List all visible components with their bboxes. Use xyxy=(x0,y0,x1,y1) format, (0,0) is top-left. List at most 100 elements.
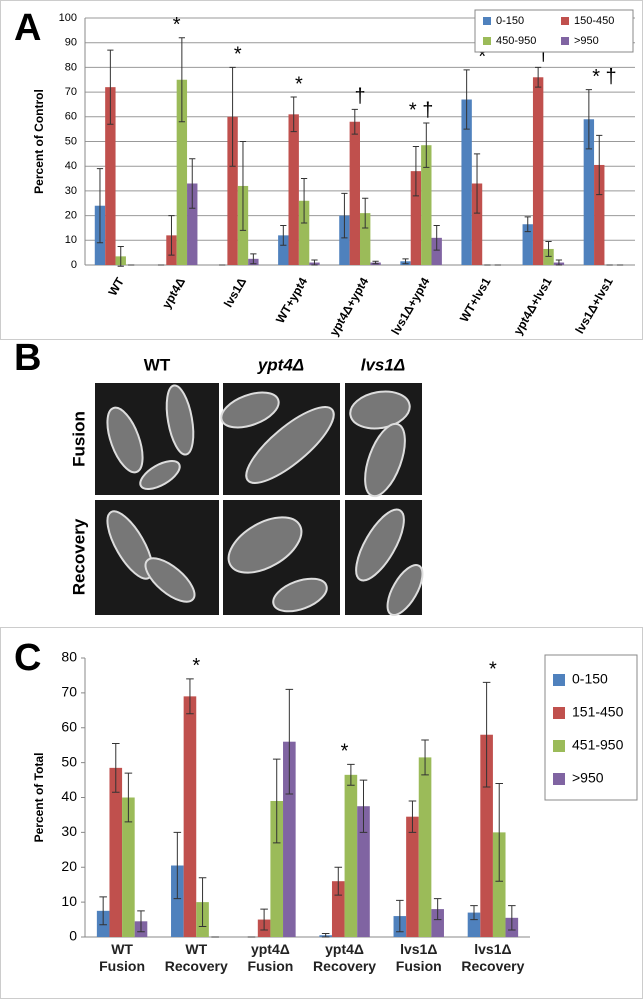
annotation: † xyxy=(538,44,549,66)
annotation: * xyxy=(234,44,242,66)
bar xyxy=(410,171,422,265)
error-bar xyxy=(168,215,175,256)
error-bar xyxy=(545,241,552,257)
error-bar xyxy=(198,877,207,928)
legend-label: 450-950 xyxy=(496,35,536,47)
error-bar xyxy=(300,178,308,224)
bar xyxy=(406,816,419,937)
error-bar xyxy=(473,153,481,214)
legend-label: 0-150 xyxy=(572,671,608,687)
column-label: lvs1Δ xyxy=(361,355,406,374)
x-tick-label: lvs1Δ+lvs1 xyxy=(572,275,615,336)
error-bar xyxy=(280,224,287,246)
y-tick-label: 80 xyxy=(65,61,77,73)
y-tick-label: 30 xyxy=(61,823,77,839)
micrographs xyxy=(95,383,424,616)
error-bar xyxy=(124,772,133,823)
y-tick-label: 20 xyxy=(65,210,77,222)
error-bar xyxy=(99,896,107,926)
error-bar xyxy=(433,224,440,251)
x-tick-label: lvs1Δ xyxy=(221,275,249,310)
error-bar xyxy=(402,258,409,265)
bar xyxy=(176,79,188,265)
legend-swatch xyxy=(483,37,491,45)
row-label: Fusion xyxy=(69,411,88,467)
error-bar xyxy=(341,192,348,239)
error-bar xyxy=(412,145,420,197)
legend-label: 451-950 xyxy=(572,737,624,753)
bar xyxy=(183,696,197,937)
y-tick-label: 90 xyxy=(65,37,77,49)
bar xyxy=(278,235,289,265)
y-tick-label: 70 xyxy=(61,684,77,700)
bar xyxy=(122,797,135,937)
error-bar xyxy=(272,758,281,844)
error-bar xyxy=(585,89,592,150)
error-bar xyxy=(321,933,330,938)
annotation: * xyxy=(489,659,497,681)
column-label: ypt4Δ xyxy=(257,355,304,374)
error-bar xyxy=(555,259,563,266)
error-bar xyxy=(495,783,504,882)
error-bar xyxy=(347,763,355,786)
y-tick-label: 60 xyxy=(65,111,77,123)
error-bar xyxy=(596,134,603,196)
bar xyxy=(283,741,296,937)
bar xyxy=(357,806,370,937)
y-tick-label: 10 xyxy=(65,234,77,246)
legend-swatch xyxy=(553,773,565,785)
y-tick-label: 40 xyxy=(65,160,77,172)
annotation: * xyxy=(478,46,486,68)
error-bar xyxy=(111,742,120,793)
annotation: * † xyxy=(592,66,616,88)
x-tick-label: WT Fusion xyxy=(99,941,146,974)
y-tick-label: 0 xyxy=(71,259,77,271)
legend-label: >950 xyxy=(574,35,599,47)
x-tick-label: ypt4Δ xyxy=(159,275,188,311)
x-tick-label: ypt4Δ Fusion xyxy=(247,941,294,974)
annotation: * † xyxy=(409,99,433,121)
x-tick-label: ypt4Δ Recovery xyxy=(313,941,377,974)
legend-swatch xyxy=(553,740,565,752)
error-bar xyxy=(137,910,145,933)
error-bar xyxy=(535,66,542,88)
bar xyxy=(187,183,198,265)
bar xyxy=(532,77,544,265)
error-bar xyxy=(334,866,343,896)
error-bar xyxy=(311,259,318,266)
error-bar xyxy=(362,197,369,229)
x-tick-label: lvs1Δ Fusion xyxy=(395,941,442,974)
y-tick-label: 20 xyxy=(61,858,77,874)
bar xyxy=(480,734,493,937)
error-bar xyxy=(260,908,268,931)
bar xyxy=(105,87,116,265)
y-tick-label: 10 xyxy=(61,893,77,909)
y-tick-label: 0 xyxy=(69,928,77,944)
y-tick-label: 60 xyxy=(61,718,77,734)
bar xyxy=(471,183,483,265)
bar xyxy=(421,145,432,265)
annotation: * xyxy=(295,73,303,95)
bar xyxy=(583,119,595,266)
annotation: * xyxy=(192,655,200,677)
legend-swatch xyxy=(561,37,569,45)
legend-swatch xyxy=(553,707,565,719)
x-tick-label: WT+lvs1 xyxy=(457,275,494,325)
panel-letter: C xyxy=(14,637,41,679)
panel-letter: B xyxy=(14,337,41,379)
x-tick-label: lvs1Δ+ypt4 xyxy=(388,275,432,337)
x-tick-label: lvs1Δ Recovery xyxy=(461,941,525,974)
bar xyxy=(298,200,310,265)
y-tick-label: 50 xyxy=(61,753,77,769)
error-bar xyxy=(396,899,404,933)
error-bar xyxy=(186,678,194,715)
error-bar xyxy=(470,905,478,921)
error-bar xyxy=(239,141,247,231)
column-label: WT xyxy=(144,355,171,374)
legend-swatch xyxy=(561,17,569,25)
x-tick-label: WT Recovery xyxy=(164,941,228,974)
y-axis-label: Percent of Total xyxy=(32,753,46,843)
bar xyxy=(349,121,360,266)
error-bar xyxy=(351,108,358,135)
